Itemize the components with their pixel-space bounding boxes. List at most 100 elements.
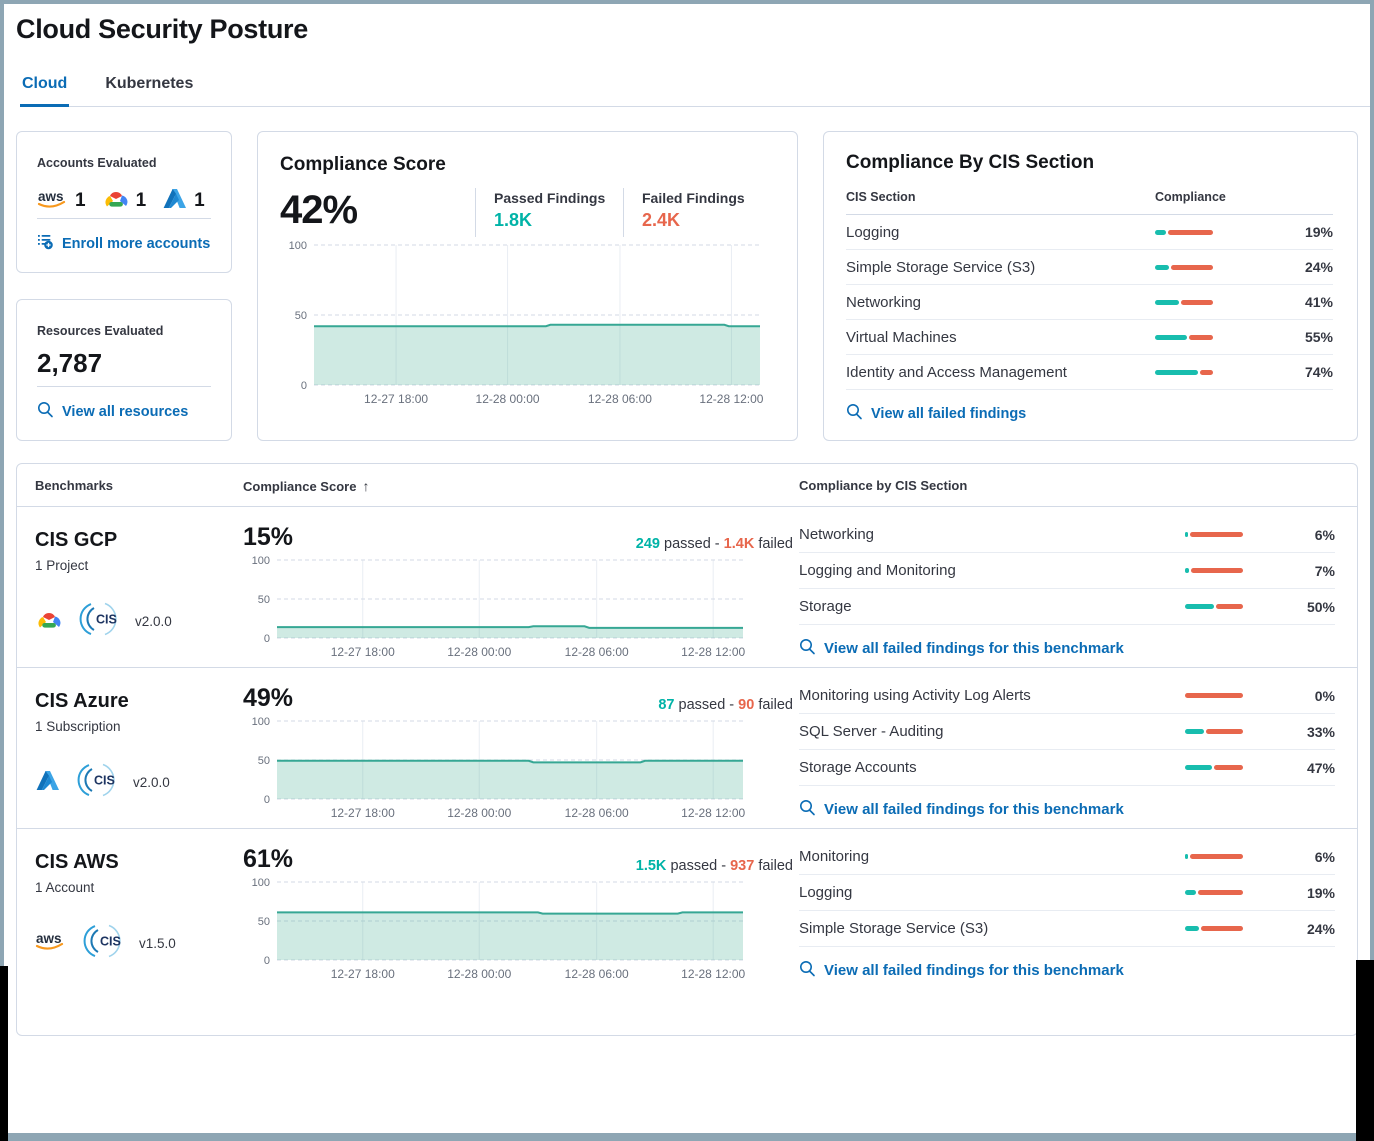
accounts-card-title: Accounts Evaluated [37,156,157,170]
svg-text:aws: aws [38,189,64,204]
enroll-more-accounts-link[interactable]: Enroll more accounts [37,233,211,254]
svg-text:0: 0 [301,380,307,392]
passed-findings-stat: Passed Findings 1.8K [475,188,623,237]
view-benchmark-failed-findings-link[interactable]: View all failed findings for this benchm… [799,960,1335,981]
provider-counts: aws 1 1 1 [37,184,211,218]
cis-section-row: Virtual Machines 55% [846,320,1333,355]
benchmark-cis-section-row: Logging 19% [799,875,1335,911]
benchmark-score-trend-chart: 0 50 100 12-27 18:00 12-28 00:00 12-28 06:00 1… [252,877,746,981]
page-title: Cloud Security Posture [16,14,308,44]
failed-findings-value: 2.4K [642,210,681,230]
svg-text:50: 50 [258,916,270,928]
svg-text:aws: aws [36,931,62,946]
magnifier-icon [800,800,815,816]
benchmark-cis-section-row: Networking 6% [799,517,1335,553]
magnifier-icon [800,639,815,655]
cis-section-row: Simple Storage Service (S3) 24% [846,250,1333,285]
compliance-bar [1185,729,1243,734]
provider-logo [35,769,61,797]
benchmark-account-count: 1 Subscription [35,719,121,734]
svg-text:12-28 00:00: 12-28 00:00 [447,645,511,659]
view-all-resources-link[interactable]: View all resources [37,401,211,422]
benchmark-cis-section-row: Storage Accounts 47% [799,750,1335,786]
benchmarks-table: Benchmarks Compliance Score ↑ Compliance … [16,463,1358,1036]
svg-text:100: 100 [252,716,270,728]
svg-text:12-28 12:00: 12-28 12:00 [681,806,745,820]
tab-cloud[interactable]: Cloud [20,75,70,107]
compliance-bar [1185,765,1243,770]
cis-logo-icon: CIS [77,763,115,797]
aws-logo-icon: aws [35,931,64,950]
benchmark-cis-section-row: Monitoring using Activity Log Alerts 0% [799,678,1335,714]
benchmark-score-value: 49% [243,684,294,712]
compliance-bar [1185,532,1243,537]
compliance-bar [1155,334,1213,340]
cis-logo-icon: CIS [83,924,121,958]
svg-text:12-28 06:00: 12-28 06:00 [565,645,629,659]
benchmark-score-trend-chart: 0 50 100 12-27 18:00 12-28 00:00 12-28 06:00 1… [252,716,746,820]
svg-text:12-28 00:00: 12-28 00:00 [447,806,511,820]
svg-text:CIS: CIS [100,935,121,949]
benchmark-score-value: 61% [243,845,294,873]
svg-text:0: 0 [264,633,270,645]
svg-text:50: 50 [258,755,270,767]
gcp-account-count: 1 [135,190,147,211]
accounts-evaluated-card: Accounts Evaluated aws 1 1 1 [16,131,232,273]
magnifier-icon [38,402,53,418]
list-add-icon [38,235,53,250]
passed-findings-value: 1.8K [494,210,533,230]
benchmark-cis-section-row: Storage 50% [799,589,1335,625]
benchmark-cis-section-row: Simple Storage Service (S3) 24% [799,911,1335,947]
azure-logo-icon [163,189,187,208]
compliance-bar [1185,926,1243,931]
resources-count: 2,787 [37,348,103,378]
svg-text:50: 50 [258,594,270,606]
magnifier-icon [800,961,815,977]
compliance-bar [1155,229,1213,235]
svg-text:CIS: CIS [96,613,117,627]
benchmarks-table-header: Benchmarks Compliance Score ↑ Compliance … [17,464,1357,507]
screenshot-black-edge [0,966,8,1141]
screenshot-black-edge [1356,960,1374,1141]
cis-logo-icon: CIS [79,602,117,636]
view-benchmark-failed-findings-link[interactable]: View all failed findings for this benchm… [799,799,1335,820]
svg-text:12-28 12:00: 12-28 12:00 [681,967,745,981]
benchmark-passed-failed: 249 passed - 1.4K failed [635,536,793,552]
overall-score-value: 42% [280,188,358,232]
col-compliance-score[interactable]: Compliance Score ↑ [243,478,370,494]
resources-evaluated-card: Resources Evaluated 2,787 View all resou… [16,299,232,441]
compliance-bar [1185,568,1243,573]
benchmark-version: v2.0.0 [133,775,170,790]
svg-text:12-27 18:00: 12-27 18:00 [364,392,428,406]
svg-text:12-28 06:00: 12-28 06:00 [588,392,652,406]
svg-text:50: 50 [295,310,307,322]
benchmark-score-trend-chart: 0 50 100 12-27 18:00 12-28 00:00 12-28 06:00 1… [252,555,746,659]
compliance-bar [1185,890,1243,895]
svg-text:100: 100 [252,555,270,567]
cis-section-card-title: Compliance By CIS Section [846,152,1095,173]
cis-section-row: Identity and Access Management 74% [846,355,1333,390]
gcp-logo-icon [38,612,61,628]
compliance-bar [1185,693,1243,698]
compliance-score-card: Compliance Score 42% Passed Findings 1.8… [257,131,798,441]
resources-card-title: Resources Evaluated [37,324,164,338]
compliance-bar [1155,369,1213,375]
benchmark-row: CIS GCP 1 Project CIS v2.0.0 15% 249 pas… [17,507,1357,668]
benchmark-row: CIS Azure 1 Subscription CIS v2.0.0 49% … [17,668,1357,829]
aws-account-count: 1 [75,190,86,211]
cis-table-header: CIS Section Compliance [846,190,1333,215]
svg-text:12-28 06:00: 12-28 06:00 [565,806,629,820]
compliance-by-cis-section-card: Compliance By CIS Section CIS Section Co… [823,131,1358,441]
benchmark-passed-failed: 87 passed - 90 failed [658,697,793,713]
gcp-logo-icon [105,192,128,207]
compliance-score-title: Compliance Score [280,154,446,175]
compliance-bar [1185,854,1243,859]
cis-section-row: Logging 19% [846,215,1333,250]
col-compliance-by-cis-section: Compliance by CIS Section [799,478,968,493]
view-all-failed-findings-link[interactable]: View all failed findings [846,403,1333,424]
sort-ascending-icon: ↑ [362,478,370,494]
magnifier-icon [847,404,862,420]
view-benchmark-failed-findings-link[interactable]: View all failed findings for this benchm… [799,638,1335,659]
tab-kubernetes[interactable]: Kubernetes [105,75,194,92]
